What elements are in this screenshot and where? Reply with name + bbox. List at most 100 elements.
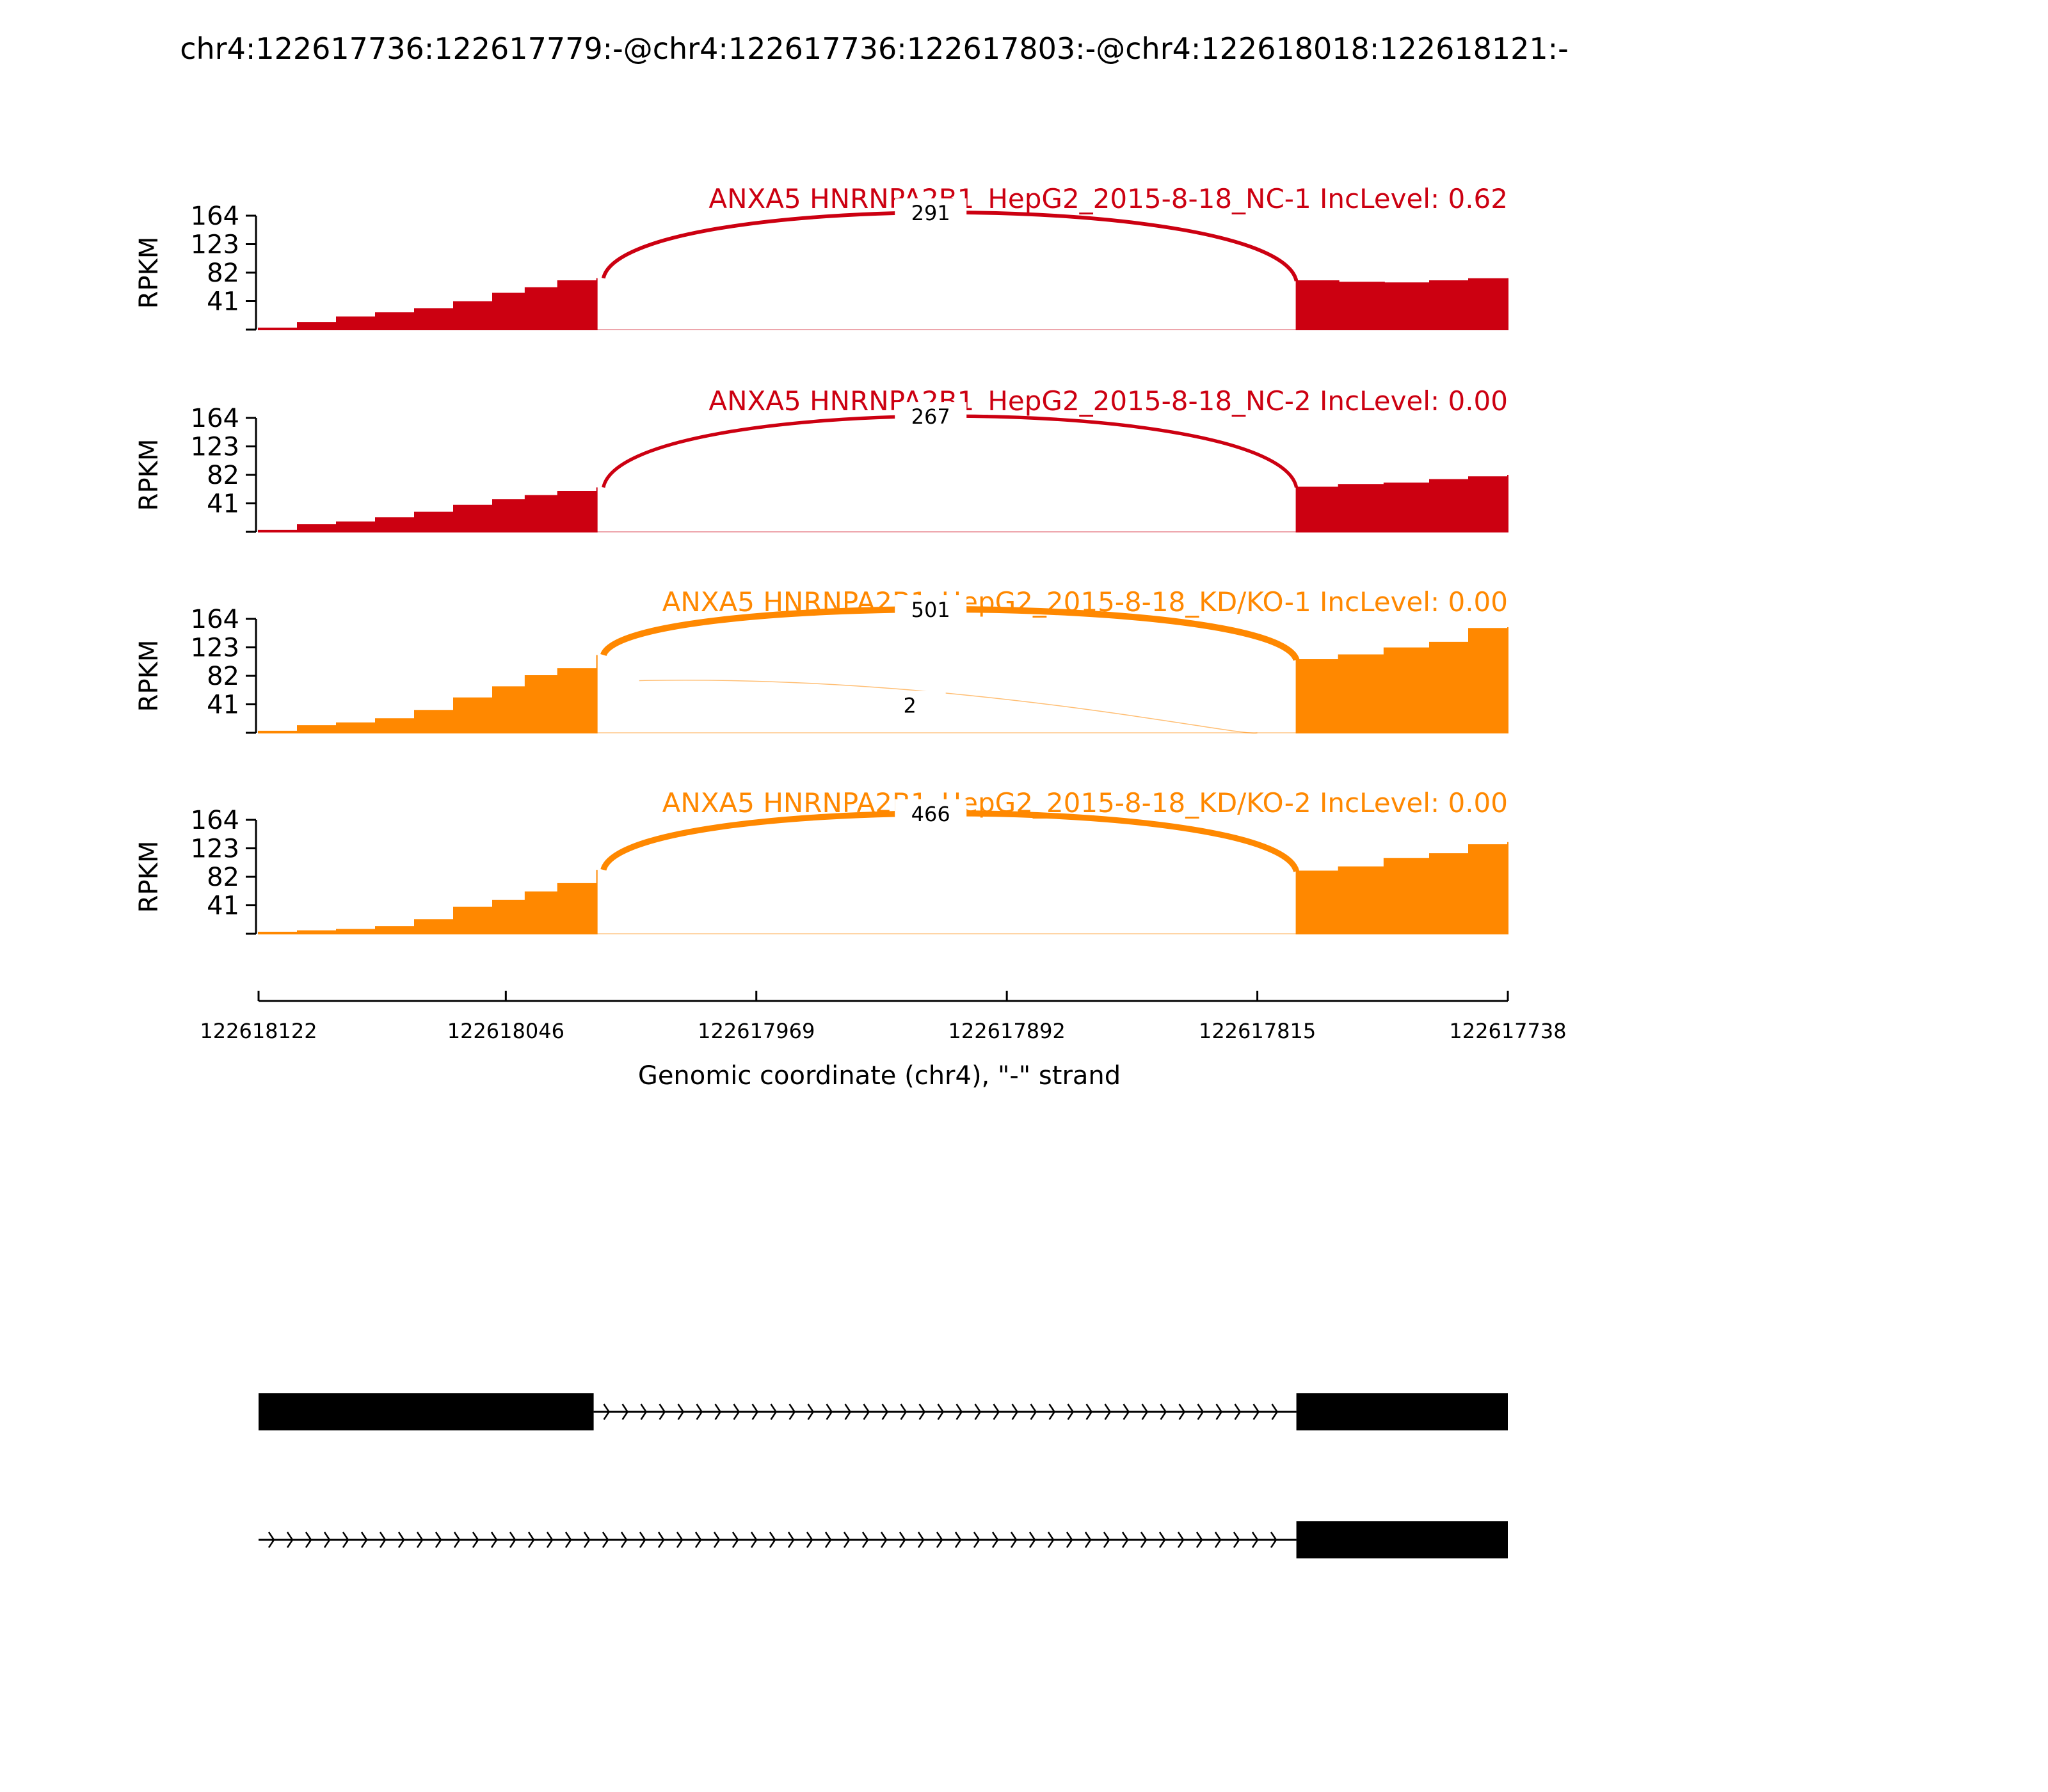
gene-model-1: [259, 1393, 1508, 1430]
x-tick-label: 122617892: [948, 1019, 1066, 1043]
panel-label: ANXA5 HNRNPA2B1_HepG2_2015-8-18_NC-2 Inc…: [708, 385, 1508, 417]
strand-arrow-icon: [1233, 1532, 1240, 1548]
strand-arrow-icon: [917, 1532, 925, 1548]
y-tick-label: 82: [207, 461, 239, 490]
strand-arrow-icon: [954, 1532, 962, 1548]
strand-arrow-icon: [453, 1532, 461, 1548]
strand-arrow-icon: [807, 1404, 815, 1420]
strand-arrow-icon: [750, 1532, 758, 1548]
strand-arrow-icon: [640, 1404, 648, 1420]
strand-arrow-icon: [696, 1404, 703, 1420]
strand-arrow-icon: [620, 1532, 628, 1548]
strand-arrow-icon: [1048, 1404, 1056, 1420]
strand-arrow-icon: [991, 1532, 999, 1548]
strand-arrow-icon: [1234, 1404, 1242, 1420]
strand-arrow-icon: [1158, 1532, 1166, 1548]
strand-arrow-icon: [973, 1532, 980, 1548]
strand-arrow-icon: [546, 1532, 554, 1548]
coverage-area-upstream-exon: [258, 870, 598, 934]
strand-arrow-icon: [714, 1404, 722, 1420]
strand-arrow-icon: [880, 1532, 888, 1548]
strand-arrow-icon: [397, 1532, 405, 1548]
y-tick-label: 164: [191, 806, 239, 835]
x-tick-label: 122618046: [447, 1019, 564, 1043]
strand-arrow-icon: [1066, 1532, 1073, 1548]
strand-arrow-icon: [1104, 1404, 1112, 1420]
strand-arrow-icon: [360, 1532, 368, 1548]
strand-arrow-icon: [268, 1532, 275, 1548]
strand-arrow-icon: [435, 1532, 442, 1548]
x-axis: 122618122 122618046 122617969 122617892 1226…: [200, 991, 1567, 1043]
strand-arrow-icon: [861, 1532, 869, 1548]
strand-arrow-icon: [1140, 1532, 1148, 1548]
strand-arrow-icon: [1028, 1532, 1036, 1548]
strand-arrow-icon: [713, 1532, 721, 1548]
y-tick-label: 82: [207, 662, 239, 691]
junction-arc: [639, 680, 1258, 734]
strand-arrow-icon: [1214, 1532, 1222, 1548]
strand-arrow-icon: [1030, 1404, 1037, 1420]
y-axis-label: RPKM: [134, 841, 164, 913]
strand-arrow-icon: [1085, 1404, 1093, 1420]
strand-arrow-icon: [1252, 1404, 1260, 1420]
x-tick-label: 122617969: [698, 1019, 815, 1043]
strand-arrow-icon: [1067, 1404, 1075, 1420]
strand-arrow-icon: [657, 1532, 665, 1548]
x-tick-label: 122617815: [1199, 1019, 1316, 1043]
strand-arrow-icon: [1178, 1404, 1186, 1420]
panel-label: ANXA5 HNRNPA2B1_HepG2_2015-8-18_NC-1 Inc…: [708, 183, 1508, 214]
strand-arrow-icon: [993, 1404, 1000, 1420]
y-tick-label: 164: [191, 202, 239, 231]
coverage-area-upstream-exon: [258, 655, 598, 733]
strand-arrow-icon: [1160, 1404, 1167, 1420]
strand-arrow-icon: [416, 1532, 424, 1548]
strand-arrow-icon: [1271, 1404, 1279, 1420]
strand-arrow-icon: [323, 1532, 331, 1548]
strand-arrow-icon: [936, 1532, 943, 1548]
junction-count-background: [895, 799, 967, 825]
junction-count-label: 267: [911, 404, 950, 429]
junction-count-background: [895, 402, 967, 428]
exon-block: [259, 1393, 594, 1430]
figure-title: chr4:122617736:122617779:-@chr4:12261773…: [180, 31, 1569, 66]
y-axis-label: RPKM: [134, 640, 164, 712]
y-tick-label: 41: [207, 691, 239, 720]
strand-arrow-icon: [305, 1532, 312, 1548]
exon-block: [1296, 1521, 1508, 1558]
junction-count-background: [874, 691, 946, 717]
strand-arrow-icon: [843, 1532, 851, 1548]
strand-arrow-icon: [769, 1532, 776, 1548]
strand-arrow-icon: [824, 1532, 832, 1548]
junction-count-background: [895, 595, 967, 621]
strand-arrow-icon: [1141, 1404, 1149, 1420]
strand-arrow-icon: [770, 1404, 778, 1420]
strand-arrow-icon: [1010, 1532, 1018, 1548]
exon-block: [1296, 1393, 1508, 1430]
y-tick-label: 123: [191, 835, 239, 864]
junction-count-label: 466: [911, 802, 950, 826]
strand-arrow-icon: [1251, 1532, 1259, 1548]
strand-arrow-icon: [1270, 1532, 1277, 1548]
strand-arrow-icon: [1103, 1532, 1110, 1548]
strand-arrow-icon: [564, 1532, 572, 1548]
y-axis-label: RPKM: [134, 237, 164, 309]
y-tick-label: 41: [207, 892, 239, 921]
x-tick-label: 122618122: [200, 1019, 317, 1043]
strand-arrow-icon: [787, 1532, 795, 1548]
strand-arrow-icon: [677, 1404, 685, 1420]
y-tick-label: 82: [207, 259, 239, 288]
strand-arrow-icon: [527, 1532, 535, 1548]
strand-arrow-icon: [286, 1532, 294, 1548]
x-tick-label: 122617738: [1449, 1019, 1566, 1043]
strand-arrow-icon: [659, 1404, 666, 1420]
strand-arrow-icon: [844, 1404, 852, 1420]
strand-arrow-icon: [751, 1404, 759, 1420]
strand-arrow-icon: [1177, 1532, 1185, 1548]
y-tick-label: 123: [191, 433, 239, 462]
coverage-area-downstream-exon: [1295, 627, 1508, 733]
